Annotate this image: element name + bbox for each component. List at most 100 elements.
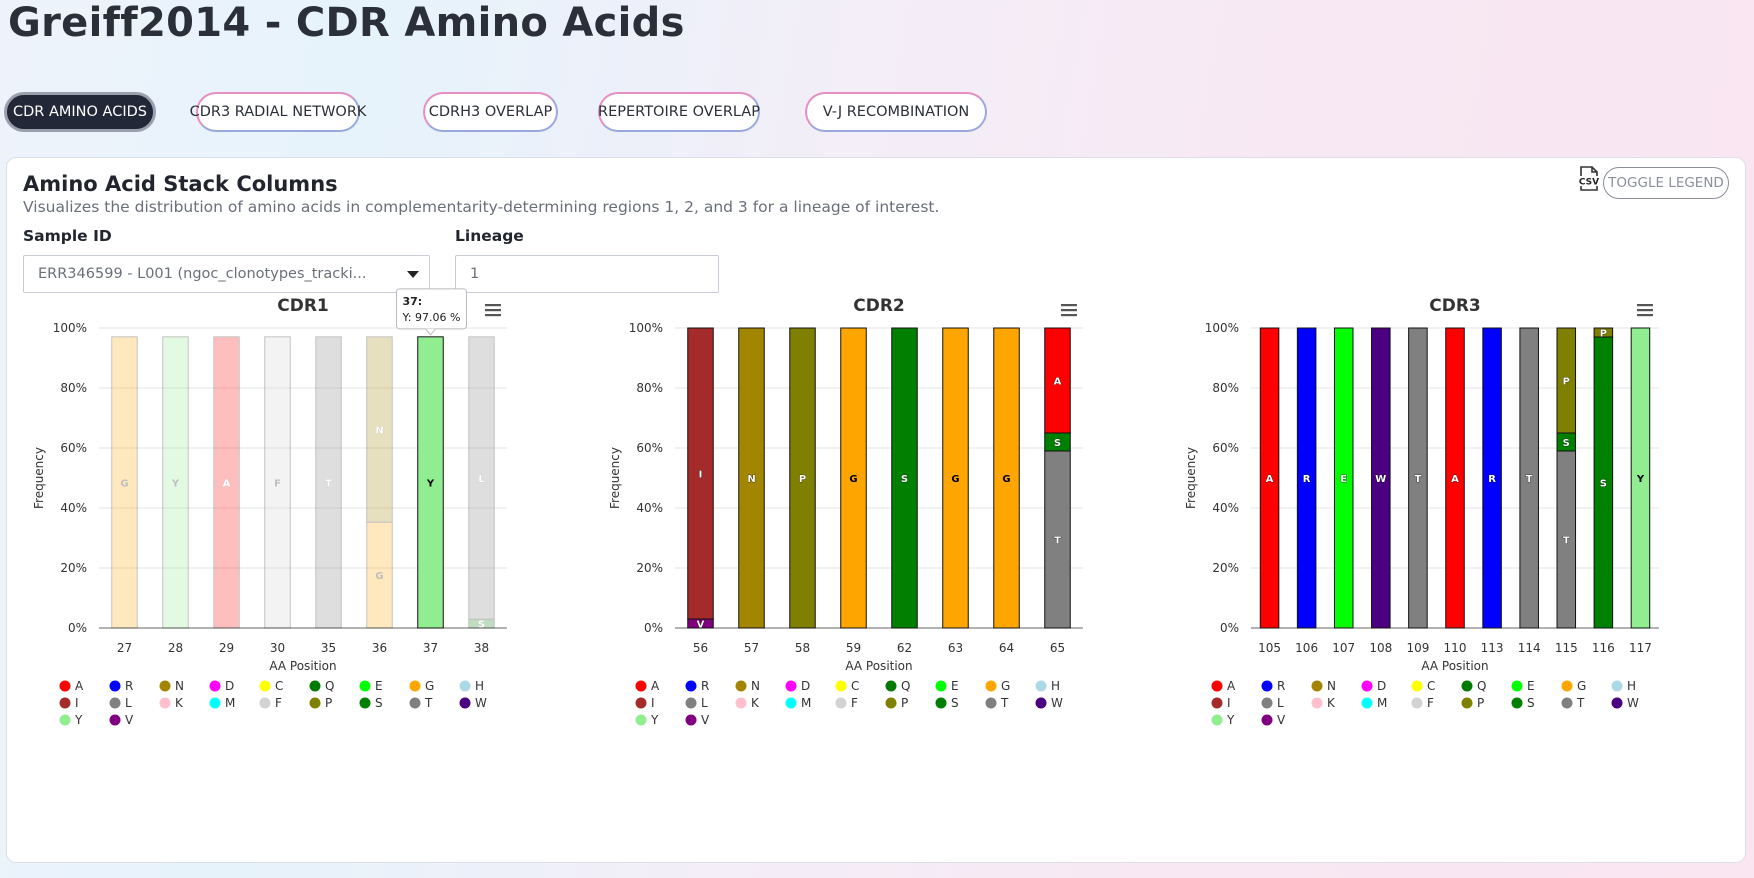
- bar-column-63[interactable]: G: [942, 327, 969, 629]
- legend-item-Y[interactable]: Y: [1211, 713, 1236, 727]
- bar-segment-T[interactable]: [1408, 327, 1428, 629]
- bar-column-106[interactable]: R: [1296, 327, 1317, 629]
- bar-segment-L[interactable]: [468, 336, 495, 620]
- bar-segment-T[interactable]: [315, 336, 342, 629]
- legend-item-E[interactable]: E: [935, 679, 959, 693]
- legend-item-P[interactable]: P: [309, 696, 333, 710]
- toggle-legend-button[interactable]: TOGGLE LEGEND: [1603, 167, 1729, 199]
- bar-column-115[interactable]: T S P: [1556, 327, 1577, 629]
- tab-v-j-recombination[interactable]: V-J RECOMBINATION: [805, 92, 987, 132]
- legend-item-W[interactable]: W: [459, 696, 488, 710]
- legend-item-V[interactable]: V: [109, 713, 135, 727]
- legend-item-Y[interactable]: Y: [635, 713, 660, 727]
- legend-item-T[interactable]: T: [1561, 696, 1586, 710]
- legend-item-S[interactable]: S: [1511, 696, 1535, 710]
- bar-segment-G[interactable]: [942, 327, 969, 629]
- bar-column-27[interactable]: G: [111, 336, 138, 629]
- legend-item-F[interactable]: F: [835, 696, 859, 710]
- bar-column-116[interactable]: SP: [1593, 327, 1614, 629]
- hamburger-menu-icon[interactable]: [1061, 304, 1077, 317]
- bar-column-108[interactable]: W: [1371, 327, 1391, 629]
- bar-segment-R[interactable]: [1482, 327, 1502, 629]
- bar-segment-A[interactable]: [213, 336, 240, 629]
- legend-item-R[interactable]: R: [1261, 679, 1286, 693]
- legend-item-E[interactable]: E: [359, 679, 383, 693]
- bar-segment-Y[interactable]: [417, 336, 444, 629]
- legend-item-M[interactable]: M: [785, 696, 812, 710]
- legend-item-D[interactable]: D: [785, 679, 811, 693]
- legend-item-S[interactable]: S: [359, 696, 383, 710]
- legend-item-M[interactable]: M: [1361, 696, 1388, 710]
- legend-item-D[interactable]: D: [209, 679, 235, 693]
- bar-segment-T[interactable]: [1044, 450, 1071, 629]
- bar-column-36[interactable]: GN: [366, 336, 393, 629]
- bar-column-59[interactable]: G: [840, 327, 867, 629]
- legend-item-R[interactable]: R: [685, 679, 710, 693]
- bar-segment-G[interactable]: [840, 327, 867, 629]
- bar-column-109[interactable]: T: [1408, 327, 1428, 629]
- csv-file-icon[interactable]: CSV: [1577, 166, 1601, 192]
- bar-segment-Y[interactable]: [1630, 327, 1651, 629]
- legend-item-P[interactable]: P: [885, 696, 909, 710]
- bar-segment-T[interactable]: [1519, 327, 1539, 629]
- bar-column-57[interactable]: N: [738, 327, 765, 629]
- legend-item-Q[interactable]: Q: [309, 679, 335, 693]
- bar-column-105[interactable]: A: [1259, 327, 1280, 629]
- legend-item-N[interactable]: N: [159, 679, 184, 693]
- legend-item-G[interactable]: G: [409, 679, 435, 693]
- bar-column-56[interactable]: VI: [687, 327, 714, 631]
- bar-segment-W[interactable]: [1371, 327, 1391, 629]
- legend-item-R[interactable]: R: [109, 679, 134, 693]
- bar-segment-N[interactable]: [366, 336, 393, 523]
- legend-item-P[interactable]: P: [1461, 696, 1485, 710]
- bar-segment-N[interactable]: [738, 327, 765, 629]
- bar-column-113[interactable]: R: [1482, 327, 1502, 629]
- bar-column-62[interactable]: S: [891, 327, 918, 629]
- legend-item-A[interactable]: A: [635, 679, 661, 693]
- bar-column-58[interactable]: P: [789, 327, 816, 629]
- bar-segment-G[interactable]: [366, 521, 393, 629]
- bar-segment-A[interactable]: [1445, 327, 1465, 629]
- bar-column-30[interactable]: F: [264, 336, 291, 629]
- tab-cdrh3-overlap[interactable]: CDRH3 OVERLAP: [423, 92, 558, 132]
- legend-item-W[interactable]: W: [1035, 696, 1064, 710]
- bar-segment-I[interactable]: [687, 327, 714, 620]
- tab-cdr-amino-acids[interactable]: CDR AMINO ACIDS: [4, 92, 156, 132]
- legend-item-Y[interactable]: Y: [59, 713, 84, 727]
- tab-cdr3-radial-network[interactable]: CDR3 RADIAL NETWORK: [190, 92, 366, 132]
- bar-segment-A[interactable]: [1259, 327, 1280, 629]
- legend-item-K[interactable]: K: [159, 696, 185, 710]
- legend-item-C[interactable]: C: [259, 679, 284, 693]
- bar-segment-E[interactable]: [1333, 327, 1354, 629]
- legend-item-L[interactable]: L: [109, 696, 133, 710]
- bar-segment-G[interactable]: [111, 336, 138, 629]
- legend-item-E[interactable]: E: [1511, 679, 1535, 693]
- legend-item-H[interactable]: H: [459, 679, 485, 693]
- hamburger-menu-icon[interactable]: [1637, 304, 1653, 317]
- bar-column-29[interactable]: A: [213, 336, 240, 629]
- legend-item-T[interactable]: T: [409, 696, 434, 710]
- legend-item-L[interactable]: L: [685, 696, 709, 710]
- bar-column-117[interactable]: Y: [1630, 327, 1651, 629]
- sample-id-select[interactable]: ERR346599 - L001 (ngoc_clonotypes_tracki…: [23, 255, 430, 293]
- legend-item-I[interactable]: I: [1211, 696, 1231, 710]
- bar-segment-R[interactable]: [1296, 327, 1317, 629]
- legend-item-I[interactable]: I: [635, 696, 655, 710]
- bar-segment-F[interactable]: [264, 336, 291, 629]
- legend-item-N[interactable]: N: [1311, 679, 1336, 693]
- legend-item-C[interactable]: C: [1411, 679, 1436, 693]
- bar-column-37[interactable]: Y: [417, 336, 444, 629]
- legend-item-D[interactable]: D: [1361, 679, 1387, 693]
- legend-item-A[interactable]: A: [59, 679, 85, 693]
- legend-item-T[interactable]: T: [985, 696, 1010, 710]
- legend-item-C[interactable]: C: [835, 679, 860, 693]
- legend-item-Q[interactable]: Q: [1461, 679, 1487, 693]
- legend-item-Q[interactable]: Q: [885, 679, 911, 693]
- legend-item-H[interactable]: H: [1035, 679, 1061, 693]
- legend-item-I[interactable]: I: [59, 696, 79, 710]
- bar-column-38[interactable]: SL: [468, 336, 495, 631]
- legend-item-A[interactable]: A: [1211, 679, 1237, 693]
- lineage-input[interactable]: 1: [455, 255, 719, 293]
- bar-column-65[interactable]: T S A: [1044, 327, 1071, 629]
- bar-segment-P[interactable]: [1593, 327, 1614, 338]
